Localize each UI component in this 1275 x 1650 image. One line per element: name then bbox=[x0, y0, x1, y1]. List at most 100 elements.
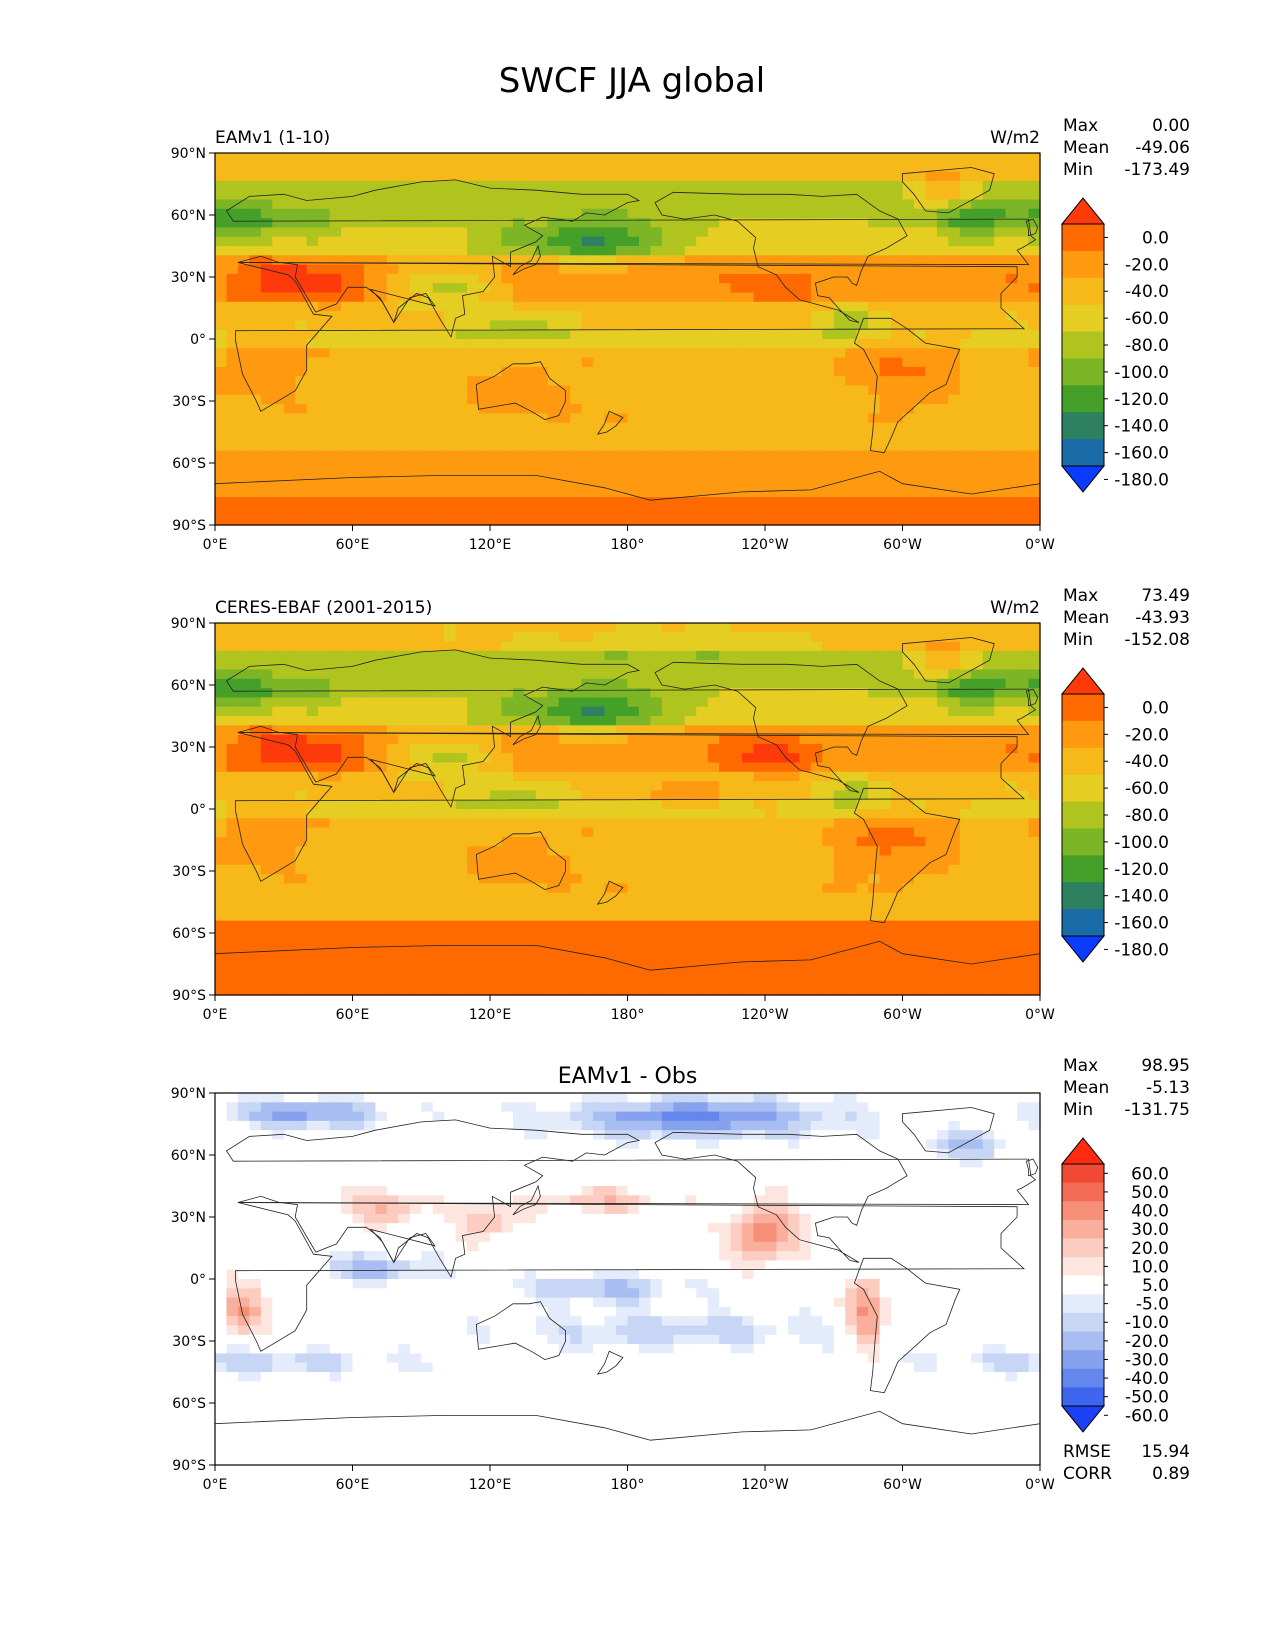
map-cell bbox=[638, 660, 652, 671]
map-cell bbox=[856, 660, 869, 671]
map-cell bbox=[822, 218, 835, 228]
map-cell bbox=[432, 162, 445, 173]
map-cell bbox=[283, 190, 296, 201]
map-cell bbox=[535, 311, 548, 321]
map-cell bbox=[891, 264, 904, 275]
map-cell bbox=[249, 162, 262, 173]
map-cell bbox=[604, 376, 617, 387]
map-cell bbox=[730, 385, 743, 396]
map-cell bbox=[283, 199, 296, 210]
map-cell bbox=[822, 497, 835, 507]
map-cell bbox=[868, 273, 881, 284]
map-cell bbox=[1017, 153, 1030, 163]
map-cell bbox=[375, 459, 388, 470]
map-cell bbox=[444, 329, 457, 340]
map-cell bbox=[673, 469, 686, 480]
map-cell bbox=[879, 515, 892, 526]
map-cell bbox=[444, 669, 457, 680]
map-cell bbox=[570, 669, 583, 680]
map-cell bbox=[696, 669, 709, 680]
map-cell bbox=[409, 632, 422, 643]
map-cell bbox=[329, 725, 342, 736]
map-cell bbox=[742, 743, 755, 754]
map-cell bbox=[341, 827, 354, 838]
map-cell bbox=[891, 320, 904, 331]
map-cell bbox=[478, 855, 491, 866]
map-cell bbox=[1017, 864, 1030, 875]
map-cell bbox=[650, 283, 663, 294]
map-cell bbox=[810, 697, 823, 708]
map-cell bbox=[638, 348, 652, 359]
map-cell bbox=[237, 218, 250, 228]
map-cell bbox=[776, 366, 789, 377]
map-cell bbox=[787, 190, 800, 201]
map-cell bbox=[879, 790, 892, 801]
map-cell bbox=[375, 632, 388, 643]
map-cell bbox=[490, 818, 503, 829]
map-cell bbox=[272, 190, 285, 201]
map-cell bbox=[329, 422, 342, 433]
map-cell bbox=[810, 348, 823, 359]
map-cell bbox=[375, 855, 388, 866]
map-cell bbox=[845, 404, 858, 414]
map-cell bbox=[707, 688, 720, 698]
map-cell bbox=[570, 515, 583, 526]
map-cell bbox=[856, 790, 869, 801]
map-cell bbox=[558, 632, 571, 643]
map-cell bbox=[363, 697, 377, 708]
map-cell bbox=[753, 799, 766, 810]
map-cell bbox=[295, 771, 308, 782]
map-cell bbox=[627, 273, 640, 284]
map-cell bbox=[535, 818, 548, 829]
map-cell bbox=[581, 641, 594, 652]
map-cell bbox=[260, 236, 273, 247]
map-cell bbox=[673, 855, 686, 866]
map-cell bbox=[684, 743, 697, 754]
map-cell bbox=[570, 311, 583, 321]
map-cell bbox=[467, 660, 480, 671]
map-cell bbox=[1017, 623, 1030, 633]
map-cell bbox=[948, 171, 961, 182]
map-cell bbox=[787, 459, 800, 470]
map-cell bbox=[478, 255, 491, 266]
map-cell bbox=[329, 781, 342, 791]
map-cell bbox=[398, 264, 411, 275]
map-cell bbox=[616, 650, 629, 661]
map-cell bbox=[902, 422, 915, 433]
map-cell bbox=[936, 404, 949, 414]
map-cell bbox=[535, 162, 548, 173]
map-cell bbox=[1017, 432, 1030, 442]
map-cell bbox=[558, 301, 571, 312]
map-cell bbox=[661, 432, 674, 442]
map-cell bbox=[994, 292, 1007, 303]
map-cell bbox=[398, 366, 411, 377]
map-cell bbox=[444, 348, 457, 359]
map-cell bbox=[661, 394, 674, 405]
map-cell bbox=[799, 199, 812, 210]
map-cell bbox=[765, 799, 778, 810]
map-cell bbox=[363, 678, 377, 689]
map-cell bbox=[684, 236, 697, 247]
map-cell bbox=[982, 366, 995, 377]
map-cell bbox=[467, 273, 480, 284]
map-cell bbox=[971, 180, 984, 191]
map-cell bbox=[409, 422, 422, 433]
map-cell bbox=[936, 264, 949, 275]
map-cell bbox=[306, 641, 319, 652]
map-cell bbox=[913, 292, 927, 303]
map-cell bbox=[444, 366, 457, 377]
map-cell bbox=[925, 669, 938, 680]
map-cell bbox=[570, 623, 583, 633]
map-cell bbox=[994, 199, 1007, 210]
map-cell bbox=[891, 385, 904, 396]
map-cell bbox=[673, 515, 686, 526]
map-cell bbox=[810, 809, 823, 819]
map-cell bbox=[707, 404, 720, 414]
map-cell bbox=[535, 404, 548, 414]
map-cell bbox=[558, 366, 571, 377]
map-cell bbox=[363, 385, 377, 396]
map-cell bbox=[467, 734, 480, 745]
map-cell bbox=[558, 422, 571, 433]
map-cell bbox=[753, 846, 766, 857]
map-cell bbox=[535, 255, 548, 266]
